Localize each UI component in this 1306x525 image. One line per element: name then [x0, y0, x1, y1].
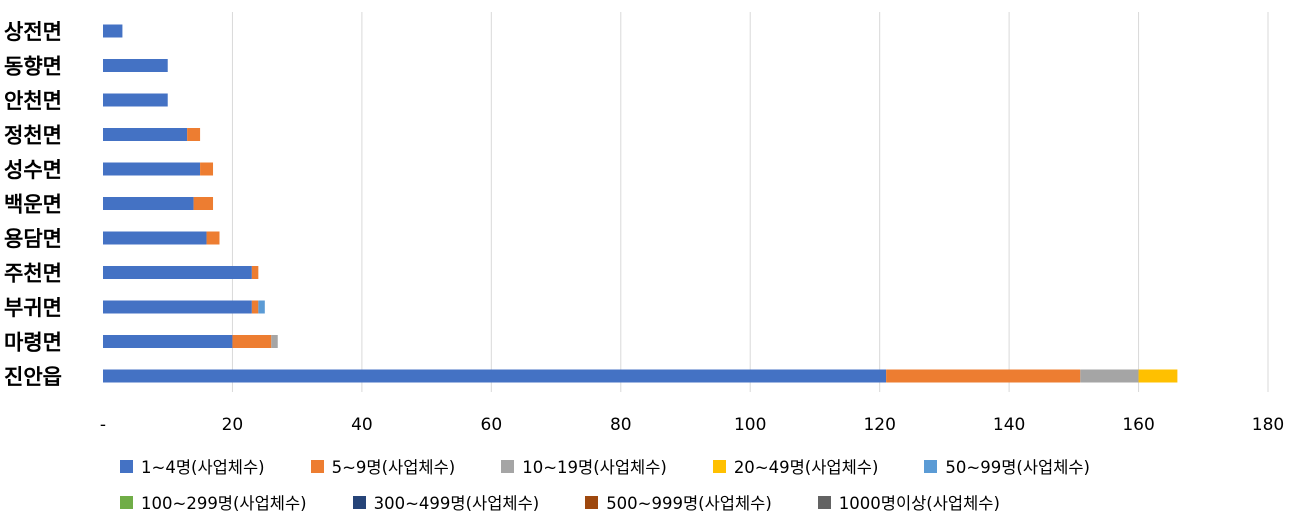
bar-segment-20-49명-사업체수-	[1138, 369, 1178, 383]
legend-label: 20~49명(사업체수)	[733, 458, 879, 477]
bar-segment-1-4명-사업체수-	[103, 162, 201, 176]
legend-swatch	[352, 495, 366, 509]
legend-label: 5~9명(사업체수)	[331, 458, 456, 477]
legend-item: 300~499명(사업체수)	[352, 490, 540, 514]
legend-row: 100~299명(사업체수) 300~499명(사업체수) 500~999명(사업체…	[120, 484, 1280, 520]
legend-swatch	[817, 495, 831, 509]
bars	[103, 24, 1178, 383]
category-label: 용담면	[4, 227, 62, 251]
bar-segment-1-4명-사업체수-	[103, 300, 252, 314]
bar-segment-10-19명-사업체수-	[271, 335, 278, 348]
bar-segment-5-9명-사업체수-	[886, 369, 1081, 383]
x-tick-label: 20	[222, 415, 244, 435]
x-tick-label: -	[100, 415, 106, 435]
legend-label: 100~299명(사업체수)	[141, 494, 307, 513]
bar-segment-1-4명-사업체수-	[103, 369, 887, 383]
legend-item: 1~4명(사업체수)	[120, 454, 265, 478]
category-label: 성수면	[4, 158, 62, 182]
bar-segment-5-9명-사업체수-	[251, 300, 259, 314]
category-label: 진안읍	[4, 365, 62, 389]
bar-segment-1-4명-사업체수-	[103, 197, 194, 210]
x-tick-labels: - 20 40 60 80 100 120 140 160 180	[100, 415, 1284, 435]
legend-row: 1~4명(사업체수) 5~9명(사업체수) 10~19명(사업체수) 20~49명(사…	[120, 448, 1280, 484]
bar-segment-1-4명-사업체수-	[103, 266, 252, 279]
x-tick-label: 80	[610, 415, 632, 435]
legend-label: 500~999명(사업체수)	[606, 494, 772, 513]
legend-label: 300~499명(사업체수)	[373, 494, 540, 513]
legend-swatch	[712, 459, 726, 473]
legend-swatch	[585, 495, 599, 509]
legend-swatch	[924, 459, 938, 473]
legend-label: 50~99명(사업체수)	[945, 458, 1090, 477]
category-label: 동향면	[4, 55, 62, 79]
legend-swatch	[501, 459, 515, 473]
bar-segment-1-4명-사업체수-	[103, 231, 207, 245]
category-label: 안천면	[4, 89, 62, 113]
legend-item: 5~9명(사업체수)	[310, 454, 456, 478]
x-tick-label: 60	[481, 415, 503, 435]
bar-segment-1-4명-사업체수-	[103, 24, 123, 38]
legend-swatch	[120, 495, 133, 509]
legend-swatch	[310, 459, 324, 473]
legend-item: 100~299명(사업체수)	[120, 490, 307, 514]
category-label: 주천면	[4, 262, 62, 286]
bar-segment-5-9명-사업체수-	[232, 335, 272, 348]
x-tick-label: 100	[734, 415, 766, 435]
legend-item: 1000명이상(사업체수)	[817, 490, 1000, 514]
x-tick-label: 160	[1122, 415, 1154, 435]
bar-segment-1-4명-사업체수-	[103, 335, 233, 348]
gridlines	[231, 12, 1269, 392]
category-label: 부귀면	[4, 296, 62, 320]
legend-item: 50~99명(사업체수)	[924, 454, 1090, 478]
legend: 1~4명(사업체수) 5~9명(사업체수) 10~19명(사업체수) 20~49명(사…	[120, 448, 1280, 520]
legend-swatch	[120, 459, 133, 473]
category-label: 상전면	[4, 20, 62, 44]
category-label: 백운면	[4, 193, 62, 217]
bar-segment-5-9명-사업체수-	[193, 197, 214, 210]
bar-segment-1-4명-사업체수-	[103, 128, 188, 141]
bar-segment-1-4명-사업체수-	[103, 59, 168, 72]
bar-segment-5-9명-사업체수-	[251, 266, 259, 279]
bar-segment-50-99명-사업체수-	[258, 300, 265, 314]
category-label: 정천면	[4, 124, 62, 148]
legend-item: 20~49명(사업체수)	[712, 454, 879, 478]
x-tick-label: 120	[863, 415, 895, 435]
bar-segment-5-9명-사업체수-	[187, 128, 201, 141]
legend-item: 500~999명(사업체수)	[585, 490, 772, 514]
bar-segment-1-4명-사업체수-	[103, 93, 168, 107]
legend-label: 1000명이상(사업체수)	[838, 494, 1000, 513]
bar-segment-10-19명-사업체수-	[1080, 369, 1139, 383]
x-tick-label: 140	[993, 415, 1025, 435]
legend-label: 10~19명(사업체수)	[522, 458, 667, 477]
bar-segment-5-9명-사업체수-	[206, 231, 220, 245]
x-tick-label: 180	[1252, 415, 1284, 435]
legend-item: 10~19명(사업체수)	[501, 454, 667, 478]
category-label: 마령면	[4, 331, 62, 355]
legend-label: 1~4명(사업체수)	[141, 458, 265, 477]
bar-segment-5-9명-사업체수-	[200, 162, 214, 176]
x-tick-label: 40	[351, 415, 373, 435]
